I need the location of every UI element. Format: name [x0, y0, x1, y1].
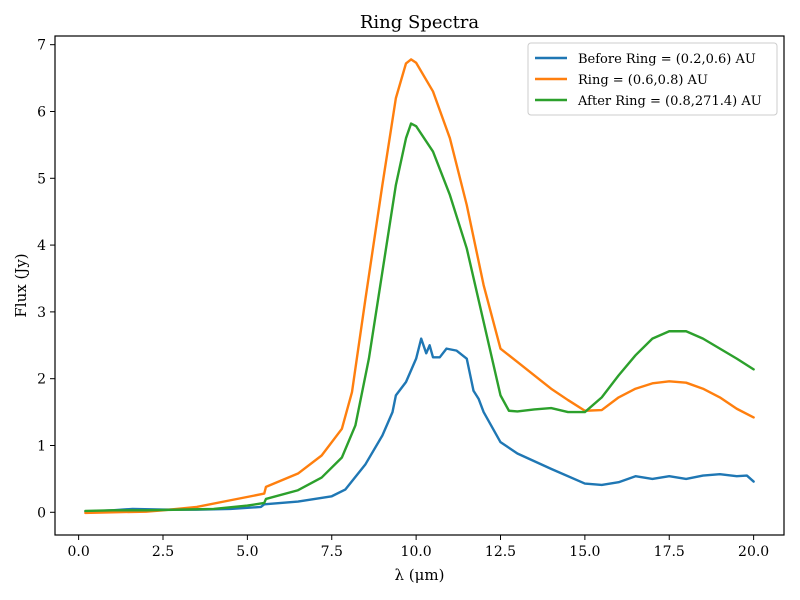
- legend-box: [527, 42, 778, 116]
- legend-label-1: Before Ring = (0.2,0.6) AU: [578, 52, 756, 67]
- y-tick-label: 3: [37, 305, 46, 321]
- x-tick-label: 10.0: [401, 544, 432, 560]
- x-tick-label: 7.5: [321, 544, 343, 560]
- legend-label-2: Ring = (0.6,0.8) AU: [578, 73, 708, 88]
- y-tick-label: 2: [37, 372, 46, 388]
- y-tick-label: 1: [37, 438, 46, 454]
- chart-title: Ring Spectra: [360, 12, 480, 33]
- x-tick-label: 20.0: [738, 544, 769, 560]
- legend-label-3: After Ring = (0.8,271.4) AU: [577, 94, 762, 109]
- x-tick-label: 15.0: [569, 544, 600, 560]
- series-line-3: [84, 122, 755, 513]
- x-tick-label: 0.0: [67, 544, 89, 560]
- y-tick-label: 0: [37, 505, 46, 521]
- x-tick-label: 2.5: [152, 544, 174, 560]
- series-line-1: [84, 337, 755, 513]
- y-axis-label: Flux (Jy): [12, 253, 30, 317]
- series-line-2: [84, 58, 755, 515]
- x-axis-label: λ (μm): [395, 566, 445, 584]
- x-tick-label: 5.0: [236, 544, 258, 560]
- y-tick-label: 7: [37, 38, 46, 54]
- y-axis-ticks: 0 1 2 3 4 5 6 7: [37, 38, 55, 521]
- y-tick-label: 4: [37, 238, 46, 254]
- y-tick-label: 6: [37, 104, 46, 120]
- y-tick-label: 5: [37, 171, 46, 187]
- x-axis-ticks: 0.0 2.5 5.0 7.5 10.0 12.5 15.0 17.5 20.0: [67, 535, 769, 560]
- series-lines: [84, 58, 755, 515]
- legend-items: Before Ring = (0.2,0.6) AU Ring = (0.6,0.…: [535, 52, 762, 109]
- x-tick-label: 12.5: [485, 544, 516, 560]
- legend: Before Ring = (0.2,0.6) AU Ring = (0.6,0.…: [527, 42, 778, 116]
- plot-frame: [54, 35, 785, 536]
- x-tick-label: 17.5: [654, 544, 685, 560]
